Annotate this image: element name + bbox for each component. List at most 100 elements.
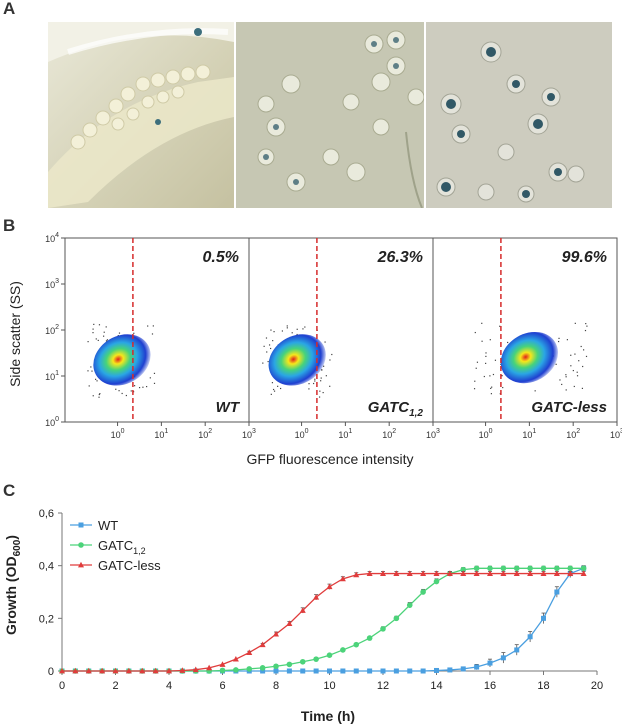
flow-event-dot [489,339,491,341]
growth-data-point-0 [273,668,279,674]
growth-data-point-1 [580,565,587,572]
growth-data-point-2 [580,570,587,576]
flow-event-dot [559,379,561,381]
growth-data-point-1 [259,665,266,671]
growth-data-point-0 [447,667,453,673]
flow-xlabel: GFP fluorescence intensity [246,451,413,467]
growth-data-point-2 [246,649,253,655]
growth-data-point-2 [59,667,65,674]
flow-event-dot [576,371,578,373]
growth-data-point-1 [460,566,467,573]
flow-event-dot [319,390,321,392]
flow-event-dot [273,390,276,392]
growth-xtick-label: 0 [59,680,65,692]
flow-event-dot [325,375,327,377]
growth-data-point-0 [420,668,426,674]
flow-event-dot [565,376,567,378]
flow-event-dot [558,337,560,339]
growth-data-point-2 [299,607,306,613]
growth-data-point-1 [353,641,360,648]
plate-photo-1 [48,22,234,208]
flow-event-dot [585,322,587,325]
growth-data-point-1 [393,615,400,622]
flow-event-dot [507,341,509,344]
flow-plot-frame [64,237,250,423]
growth-data-point-2 [433,570,440,576]
growth-data-point-1 [380,626,386,632]
growth-data-point-0 [367,668,373,674]
flow-event-dot [134,385,136,387]
growth-data-point-0 [313,668,319,674]
flow-event-dot [153,372,156,374]
flow-event-dot [574,353,576,355]
flow-event-dot [491,386,493,388]
growth-data-point-2 [273,630,279,637]
growth-xtick-label: 18 [537,680,549,692]
flow-percent-label: 99.6% [562,249,607,266]
flow-event-dot [314,380,316,382]
flow-event-dot [272,388,275,391]
flow-event-dot [481,340,483,342]
growth-data-point-2 [139,667,146,674]
growth-data-point-2 [460,570,467,576]
growth-legend-label: GATC-less [98,558,161,573]
growth-data-point-1 [366,635,373,641]
flow-event-dot [314,378,316,380]
flow-event-dot [118,332,121,334]
flow-event-dot [115,388,117,390]
growth-data-point-1 [219,667,226,674]
flow-event-dot [485,355,487,358]
flow-event-dot [481,322,483,324]
flow-event-dot [95,338,97,340]
growth-data-point-0 [300,668,306,674]
flow-event-dot [476,361,479,363]
growth-data-point-0 [340,668,346,674]
flow-event-dot [534,390,536,392]
flow-event-dot [296,328,298,330]
flow-percent-label: 26.3% [377,249,423,266]
flow-event-dot [105,326,107,328]
flow-event-dot [92,328,94,330]
flow-event-dot [97,339,99,342]
growth-data-point-2 [513,570,520,576]
growth-data-point-0 [286,668,292,674]
growth-data-point-1 [473,565,480,572]
flow-event-dot [494,359,497,361]
growth-data-point-0 [474,664,480,670]
flow-event-dot [565,389,567,391]
growth-xtick-label: 8 [273,680,279,692]
flow-event-dot [263,345,265,347]
flow-event-dot [499,325,501,327]
flow-event-dot [485,362,487,364]
growth-data-point-2 [339,575,346,582]
flow-event-dot [500,363,502,365]
growth-data-point-2 [553,570,560,576]
growth-data-point-2 [179,667,186,673]
flow-event-dot [270,347,272,350]
growth-data-point-0 [500,655,506,661]
growth-data-point-1 [554,565,560,572]
growth-ytick-label: 0,2 [39,613,54,625]
growth-data-point-2 [259,641,266,648]
flow-event-dot [585,355,588,358]
flow-event-dot [138,386,141,389]
flow-xtick-label: 101 [338,428,352,440]
flow-event-dot [331,353,333,356]
flow-event-dot [103,331,105,333]
flow-event-dot [121,392,123,395]
flow-event-dot [277,385,279,387]
flow-event-dot [279,387,282,390]
flow-strain-label: WT [216,399,241,416]
flow-event-dot [502,386,504,389]
flow-event-dot [583,349,585,351]
flow-event-dot [483,375,485,378]
flow-event-dot [474,380,476,382]
flow-event-dot [149,377,151,379]
growth-xtick-label: 16 [484,680,496,692]
growth-data-point-2 [567,570,574,576]
flow-event-dot [90,366,92,368]
flow-event-dot [281,330,284,332]
growth-ytick-label: 0,4 [39,561,54,573]
growth-data-point-1 [433,578,440,585]
flow-event-dot [87,370,89,372]
